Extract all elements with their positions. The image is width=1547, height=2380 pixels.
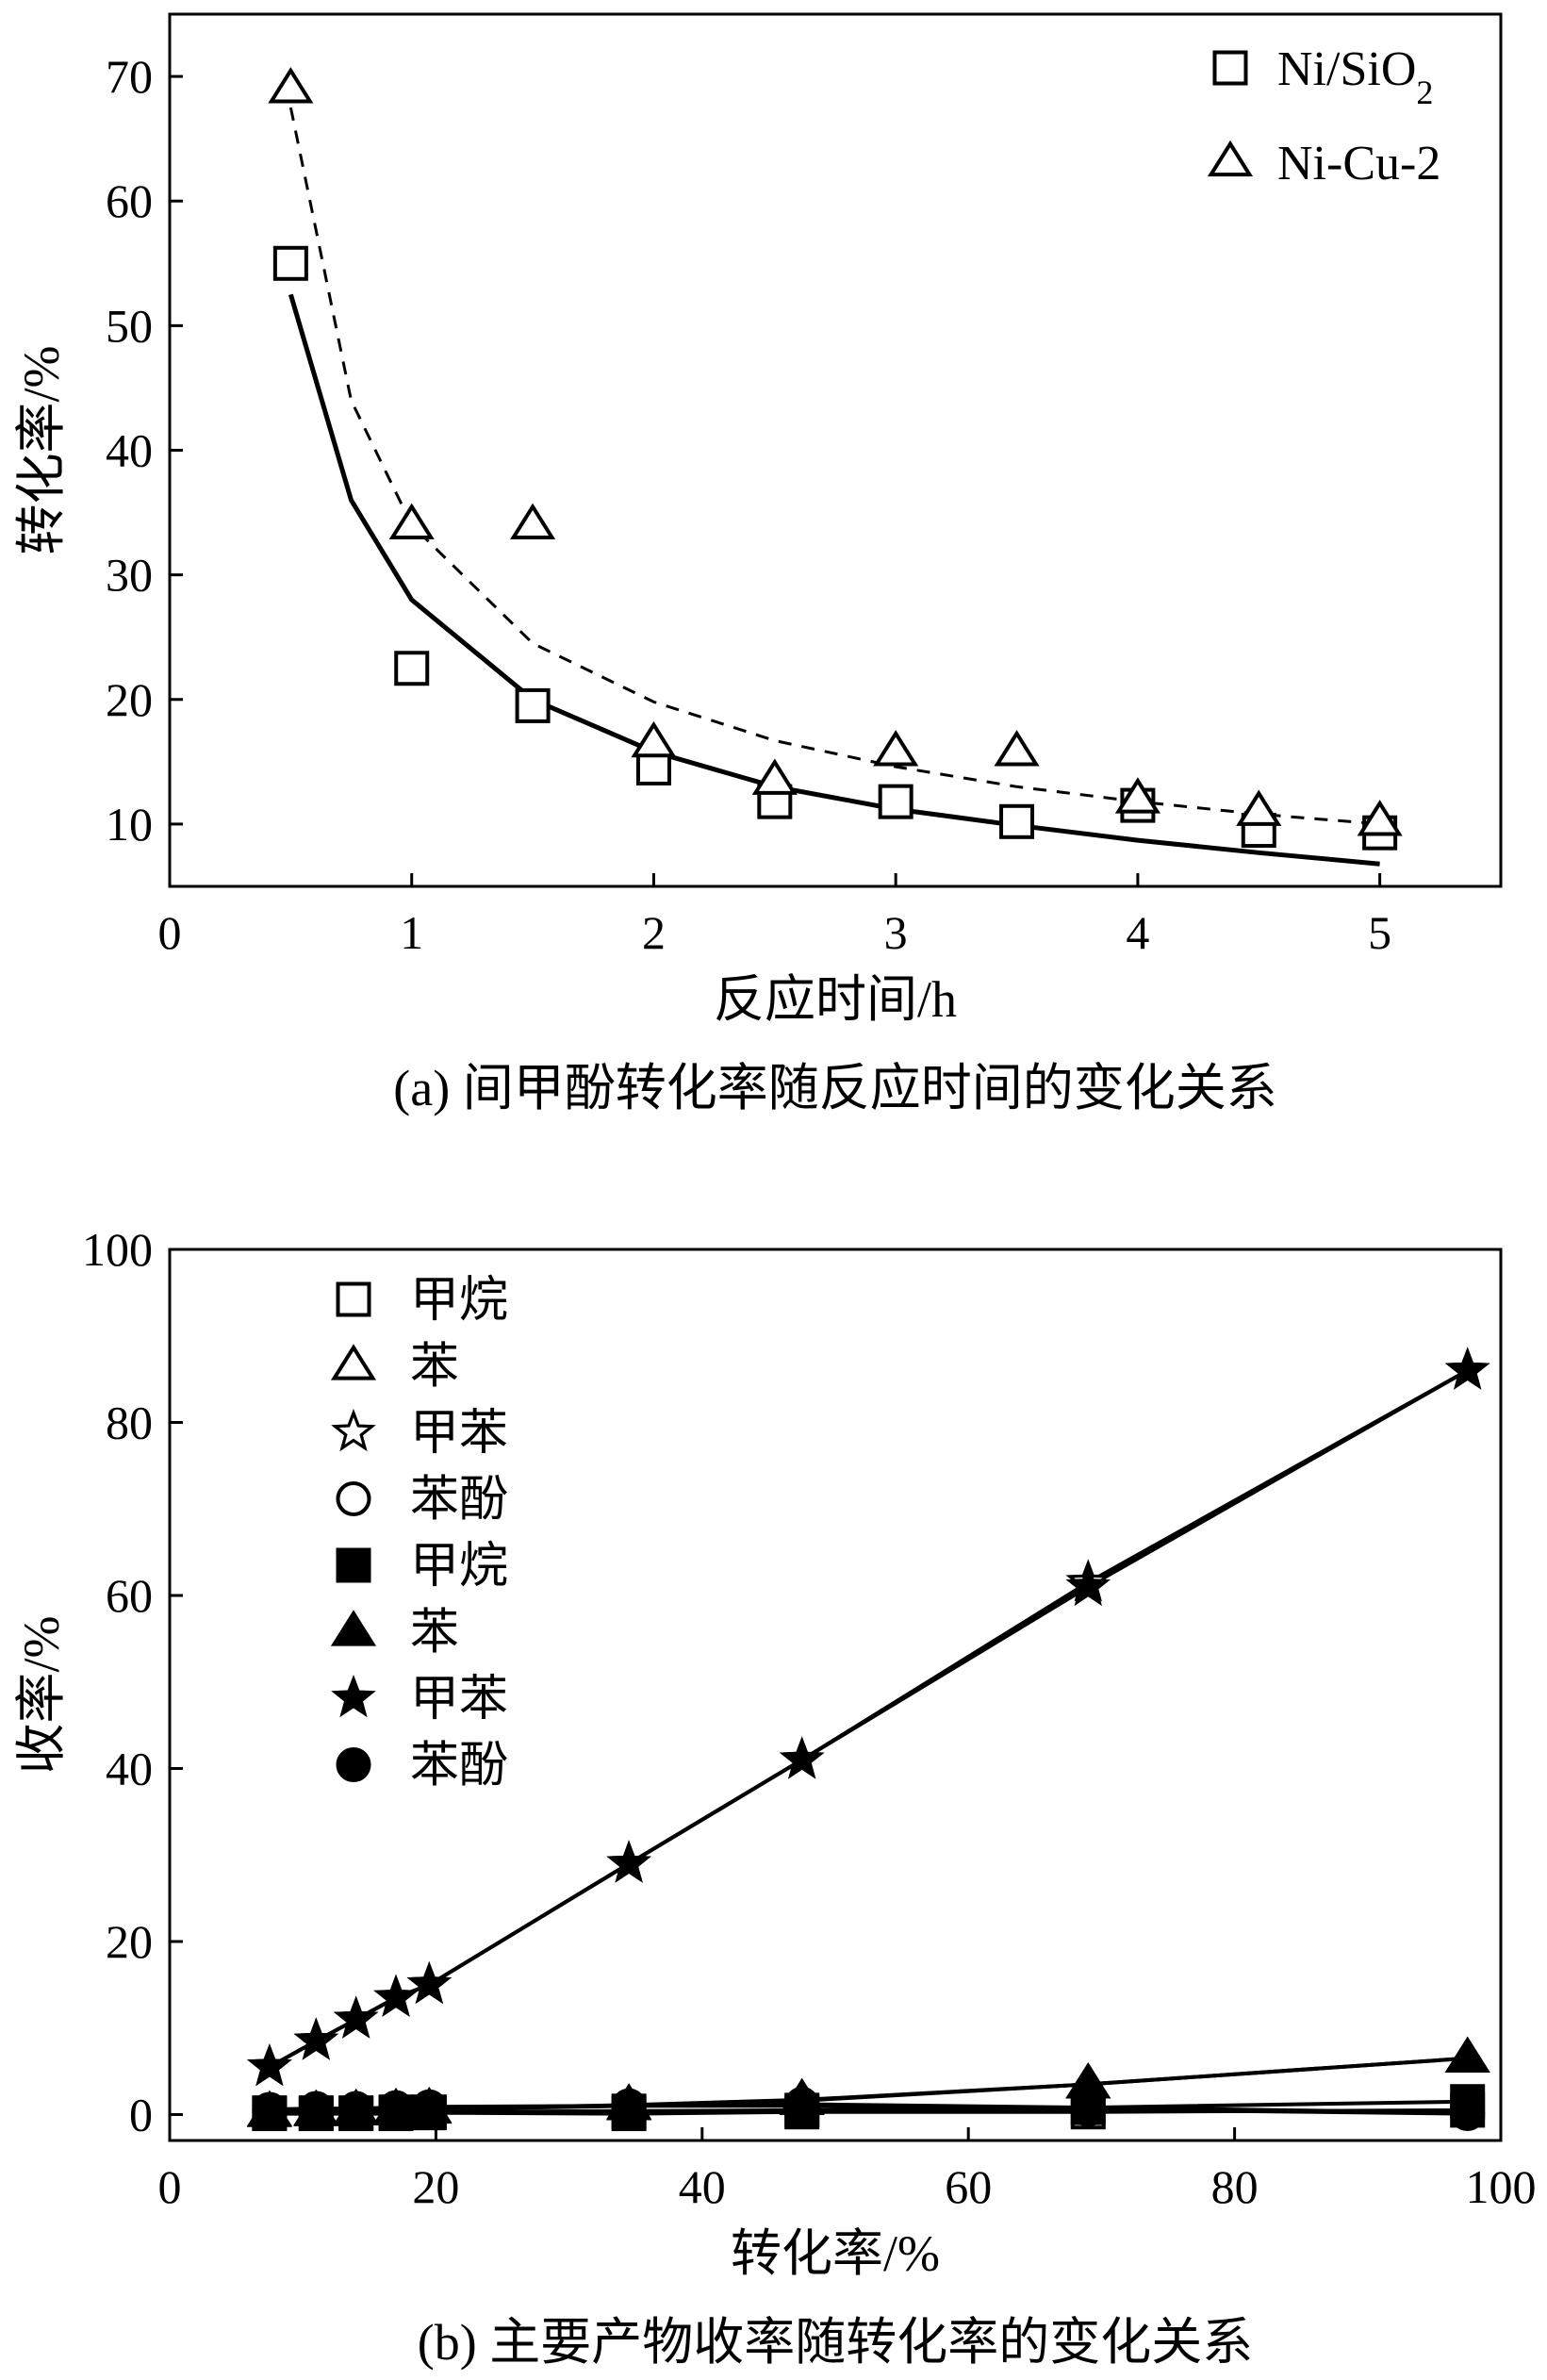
data-point bbox=[1357, 800, 1403, 836]
x-tick-label: 1 bbox=[400, 906, 423, 959]
data-point bbox=[272, 245, 308, 281]
x-tick-label: 4 bbox=[1126, 906, 1149, 959]
data-point bbox=[411, 2089, 447, 2124]
data-point bbox=[606, 1840, 651, 1883]
y-tick-label: 60 bbox=[106, 174, 153, 227]
legend-marker bbox=[331, 1674, 376, 1718]
data-point bbox=[611, 2088, 647, 2124]
x-tick-label: 0 bbox=[158, 906, 182, 959]
legend-label: 苯 bbox=[410, 1607, 459, 1661]
data-point bbox=[298, 2091, 334, 2126]
data-point bbox=[1444, 1347, 1490, 1390]
data-point bbox=[406, 1960, 453, 2005]
legend-marker bbox=[331, 1408, 376, 1452]
data-point bbox=[873, 730, 919, 767]
data-point bbox=[631, 720, 677, 758]
y-tick-label: 30 bbox=[106, 549, 153, 602]
y-tick-label: 50 bbox=[106, 299, 153, 352]
data-point bbox=[268, 67, 314, 104]
panel-caption: (a) 间甲酚转化率随反应时间的变化关系 bbox=[393, 1060, 1276, 1116]
data-point bbox=[510, 503, 556, 539]
legend-label: 甲烷 bbox=[410, 1274, 508, 1328]
fit-curve bbox=[288, 107, 1380, 826]
data-point bbox=[373, 1974, 419, 2017]
x-axis-label: 转化率/% bbox=[731, 2225, 940, 2282]
panel-a: 0 1 2 3 4 5 10 20 30 40 50 60 70 反应时间/h 转化率/% (a) 间甲酚转化… bbox=[13, 12, 1503, 1116]
data-point bbox=[784, 2086, 820, 2122]
data-point bbox=[378, 2090, 414, 2125]
legend-marker bbox=[1207, 140, 1254, 177]
y-tick-label: 80 bbox=[106, 1396, 153, 1448]
y-tick-label: 10 bbox=[106, 798, 153, 851]
legend-label: 甲烷 bbox=[410, 1540, 508, 1594]
legend-label: 苯 bbox=[410, 1341, 459, 1395]
y-tick-label: 100 bbox=[82, 1223, 153, 1276]
data-point bbox=[1070, 2090, 1106, 2125]
x-tick-label: 0 bbox=[158, 2160, 182, 2213]
x-tick-label: 40 bbox=[679, 2160, 726, 2213]
panel-caption: (b) 主要产物收率随转化率的变化关系 bbox=[418, 2314, 1253, 2371]
y-axis-label: 收率/% bbox=[13, 1616, 70, 1775]
legend-label: 甲苯 bbox=[410, 1407, 508, 1461]
x-tick-label: 2 bbox=[642, 906, 666, 959]
panel-b: 0 20 40 60 80 100 0 20 40 60 80 100 转化率/% 收率/% (b) 主要产… bbox=[13, 1223, 1537, 2371]
y-tick-label: 20 bbox=[106, 1915, 153, 1968]
y-axis-label: 转化率/% bbox=[13, 346, 70, 555]
data-point bbox=[1236, 789, 1282, 826]
data-point bbox=[394, 651, 430, 686]
x-axis-label: 反应时间/h bbox=[714, 971, 957, 1028]
fit-curve bbox=[288, 293, 1380, 867]
legend-label: 苯酚 bbox=[410, 1740, 508, 1793]
data-point bbox=[252, 2091, 288, 2127]
plot-frame bbox=[168, 1248, 1503, 2142]
y-tick-label: 60 bbox=[106, 1569, 153, 1622]
legend-marker bbox=[336, 1281, 371, 1317]
data-point bbox=[999, 803, 1035, 839]
data-point bbox=[1114, 777, 1160, 814]
data-point bbox=[751, 758, 798, 795]
y-tick-label: 40 bbox=[106, 424, 153, 477]
data-point bbox=[388, 503, 435, 539]
legend-label-subscript: 2 bbox=[1416, 74, 1433, 111]
x-tick-label: 100 bbox=[1466, 2160, 1537, 2213]
legend-marker bbox=[330, 1610, 377, 1646]
data-point bbox=[338, 2091, 374, 2126]
x-tick-label: 5 bbox=[1368, 906, 1391, 959]
data-point bbox=[293, 2017, 339, 2060]
legend-marker bbox=[1212, 50, 1248, 86]
data-point bbox=[1065, 1562, 1111, 1607]
legend-label: Ni-Cu-2 bbox=[1277, 137, 1440, 190]
x-tick-label: 60 bbox=[945, 2160, 992, 2213]
data-point bbox=[878, 784, 913, 819]
legend-marker bbox=[330, 1344, 377, 1380]
legend-label: Ni/SiO2 bbox=[1277, 42, 1433, 111]
x-tick-label: 20 bbox=[412, 2160, 459, 2213]
legend-label: 甲苯 bbox=[410, 1673, 508, 1727]
legend-marker bbox=[336, 1481, 371, 1516]
y-tick-label: 0 bbox=[129, 2088, 153, 2140]
x-tick-label: 3 bbox=[884, 906, 908, 959]
legend-marker bbox=[336, 1547, 371, 1583]
legend-label: 苯酚 bbox=[410, 1474, 508, 1528]
data-point bbox=[515, 687, 551, 723]
data-point bbox=[247, 2043, 292, 2087]
y-tick-label: 40 bbox=[106, 1742, 153, 1794]
data-point bbox=[779, 1736, 825, 1779]
x-tick-label: 80 bbox=[1211, 2160, 1259, 2213]
y-tick-label: 20 bbox=[106, 673, 153, 726]
legend-marker bbox=[336, 1747, 371, 1782]
data-point bbox=[333, 1995, 379, 2039]
data-point bbox=[1444, 2036, 1490, 2074]
data-point bbox=[1450, 2095, 1486, 2131]
data-point bbox=[994, 730, 1040, 767]
y-tick-label: 70 bbox=[106, 50, 153, 103]
